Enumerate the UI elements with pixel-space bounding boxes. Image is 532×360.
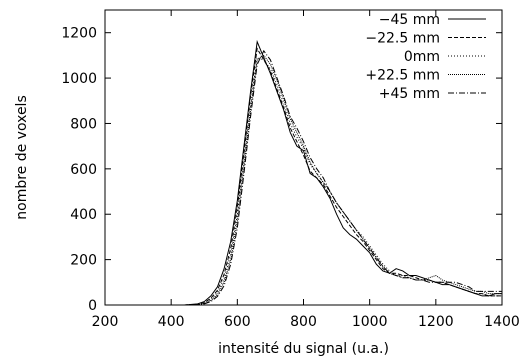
legend-label-4: +45 mm <box>379 86 440 102</box>
series-line-2 <box>105 56 502 306</box>
series-line-1 <box>105 47 502 306</box>
series-line-4 <box>105 49 502 306</box>
x-tick-label: 1000 <box>352 314 388 330</box>
x-tick-label: 400 <box>158 314 185 330</box>
legend-label-2: 0mm <box>404 49 440 65</box>
plot-area <box>104 9 503 306</box>
x-axis-ticks: 200 400 600 800 1000 1200 1400 <box>92 10 520 330</box>
x-tick-label: 600 <box>224 314 251 330</box>
legend-label-3: +22.5 mm <box>365 68 440 84</box>
y-axis-ticks: 0 200 400 600 800 1000 1200 <box>61 26 502 314</box>
x-tick-label: 800 <box>290 314 317 330</box>
plot-frame <box>104 9 503 306</box>
series-lines <box>105 39 502 306</box>
x-tick-label: 200 <box>92 314 119 330</box>
y-tick-label: 200 <box>70 253 97 269</box>
series-line-0 <box>105 39 502 306</box>
x-tick-label: 1200 <box>418 314 454 330</box>
y-axis-label: nombre de voxels <box>14 95 30 220</box>
y-tick-label: 1200 <box>61 26 97 42</box>
legend-label-0: −45 mm <box>379 12 440 28</box>
y-tick-label: 400 <box>70 207 97 223</box>
series-line-3 <box>105 54 502 306</box>
y-tick-label: 1000 <box>61 71 97 87</box>
legend-label-1: −22.5 mm <box>365 31 440 47</box>
x-tick-label: 1400 <box>484 314 520 330</box>
y-tick-label: 800 <box>70 116 97 132</box>
y-tick-label: 0 <box>88 298 97 314</box>
x-axis-label: intensité du signal (u.a.) <box>218 341 389 357</box>
legend: −45 mm −22.5 mm 0mm +22.5 mm +45 mm <box>365 12 486 102</box>
y-tick-label: 600 <box>70 162 97 178</box>
